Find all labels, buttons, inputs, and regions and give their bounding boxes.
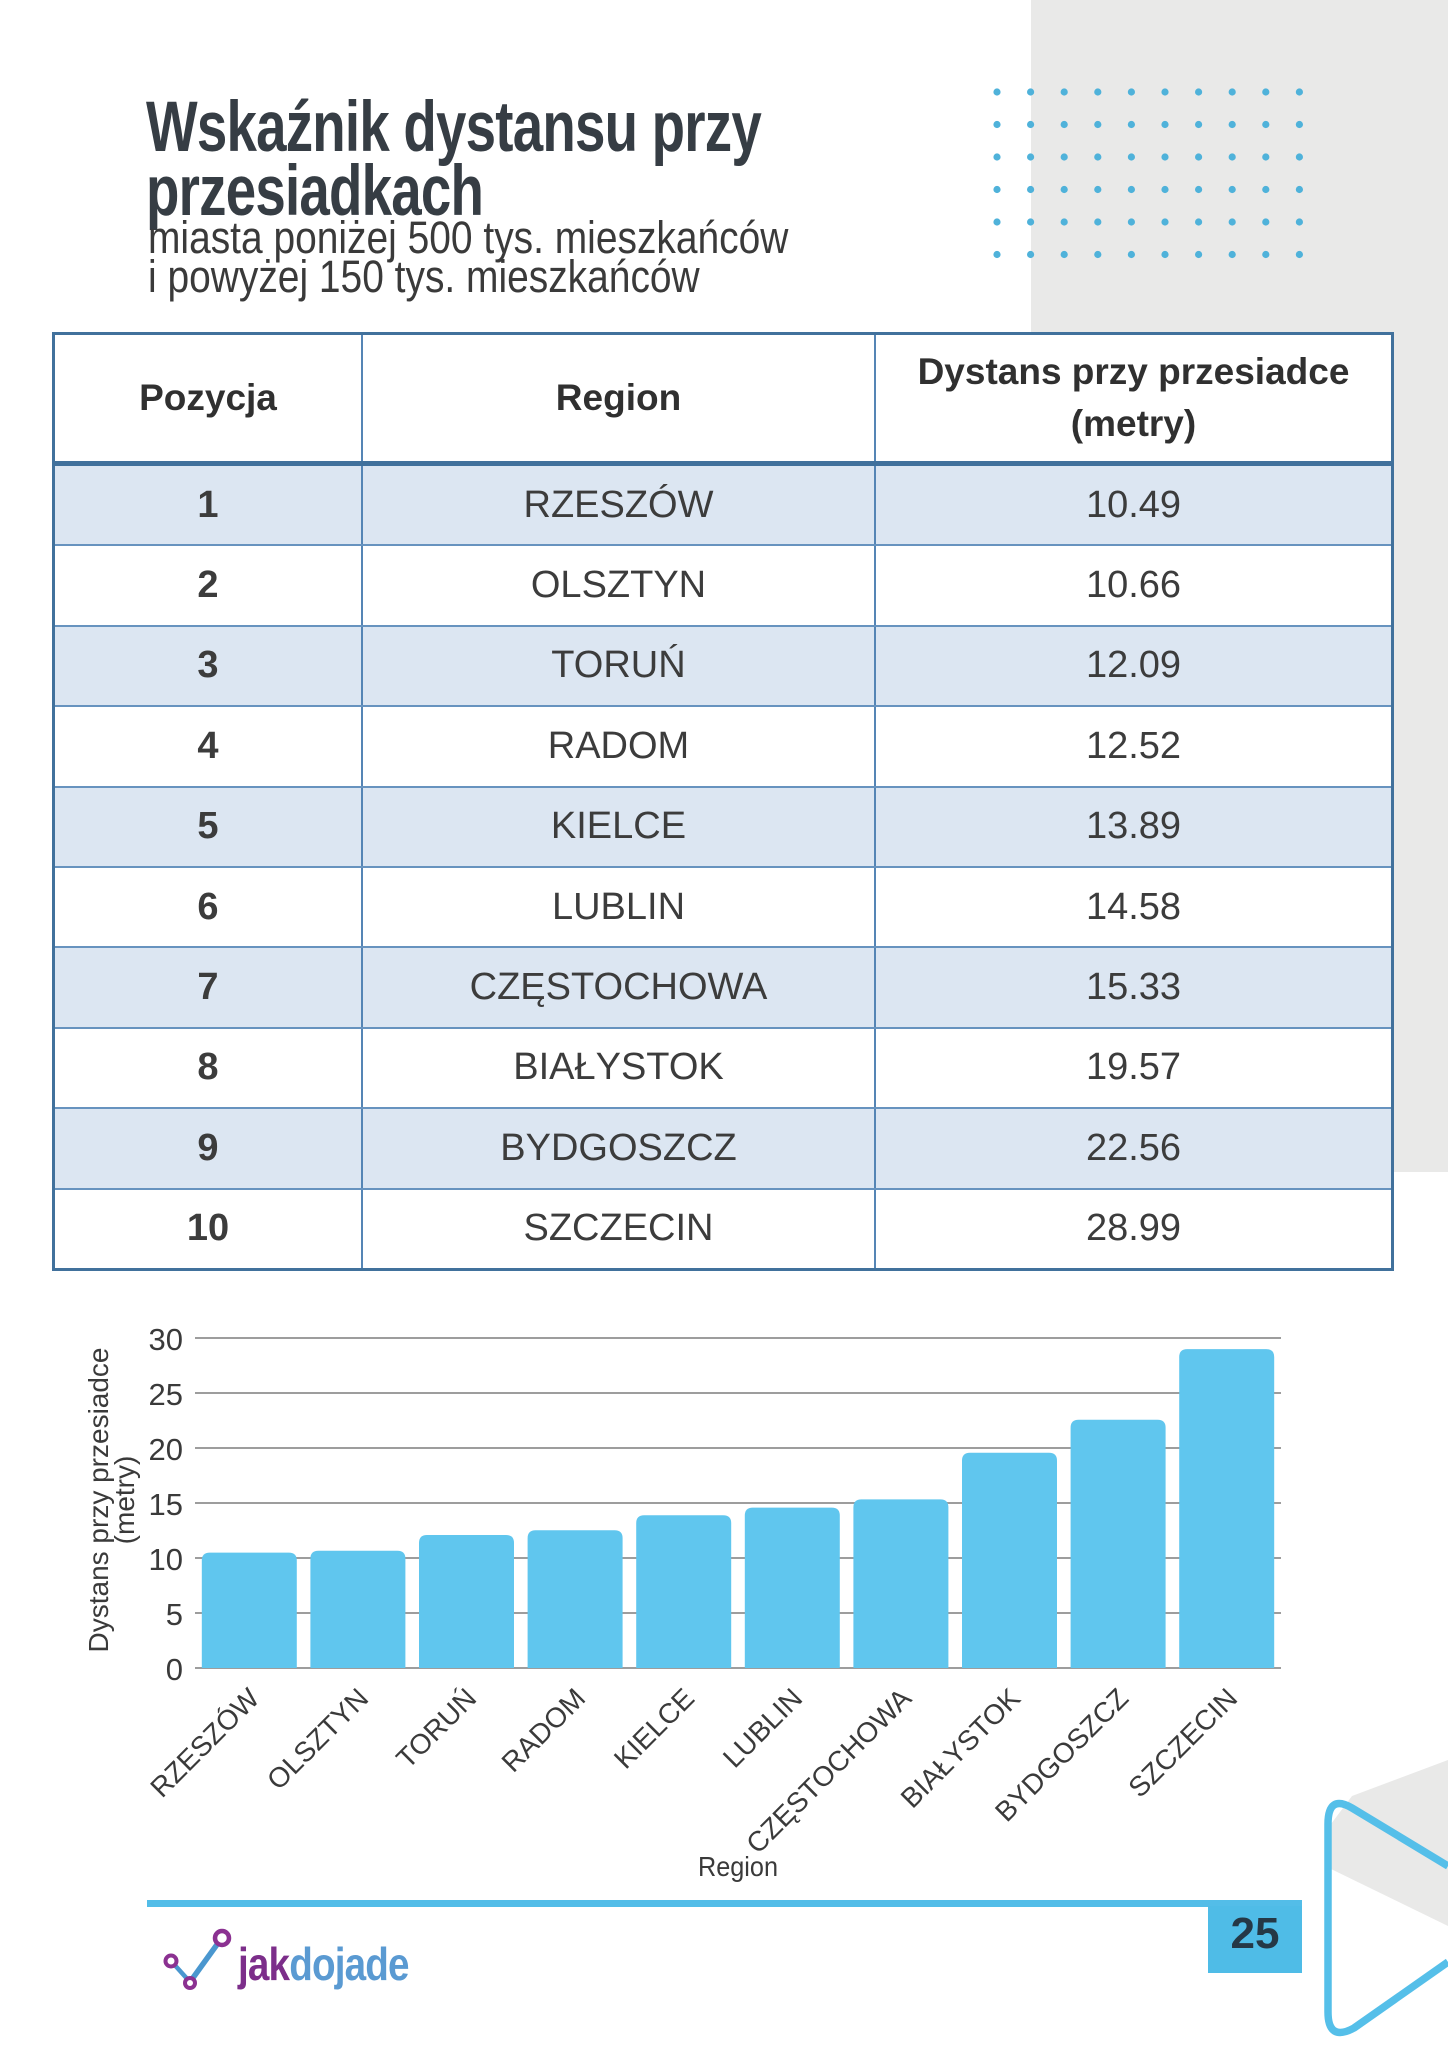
svg-text:LUBLIN: LUBLIN (717, 1682, 808, 1773)
svg-text:KIELCE: KIELCE (608, 1682, 700, 1774)
svg-text:(metry): (metry) (109, 1456, 140, 1545)
svg-text:SZCZECIN: SZCZECIN (1122, 1682, 1243, 1803)
svg-text:25: 25 (1231, 1909, 1280, 1958)
svg-text:5: 5 (166, 1597, 183, 1632)
svg-text:RADOM: RADOM (496, 1682, 592, 1778)
svg-text:RZESZÓW: RZESZÓW (144, 1682, 265, 1803)
svg-text:Dystans przy przesiadce: Dystans przy przesiadce (83, 1347, 114, 1652)
svg-text:0: 0 (166, 1652, 183, 1687)
svg-text:25: 25 (149, 1377, 183, 1412)
svg-text:Region: Region (698, 1851, 778, 1882)
svg-text:10: 10 (149, 1542, 183, 1577)
svg-text:15: 15 (149, 1487, 183, 1522)
svg-text:20: 20 (149, 1432, 183, 1467)
svg-text:30: 30 (149, 1322, 183, 1357)
svg-text:TORUŃ: TORUŃ (390, 1682, 482, 1774)
svg-text:OLSZTYN: OLSZTYN (261, 1682, 374, 1795)
